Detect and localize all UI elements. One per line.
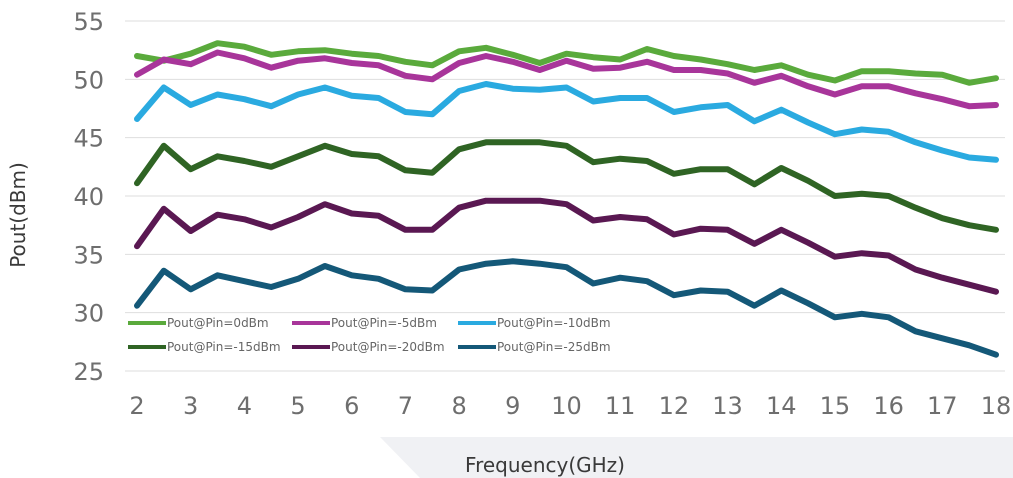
x-tick-label: 12	[659, 392, 690, 420]
x-tick-label: 18	[981, 392, 1012, 420]
x-tick-label: 4	[237, 392, 252, 420]
y-tick-label: 30	[73, 300, 104, 328]
x-tick-label: 16	[873, 392, 904, 420]
series-line	[134, 197, 999, 295]
y-tick-labels: 25 30 35 40 45 50 55	[73, 8, 104, 386]
x-tick-label: 15	[820, 392, 851, 420]
y-tick-label: 55	[73, 8, 104, 36]
x-tick-label: 17	[927, 392, 958, 420]
x-tick-label: 8	[451, 392, 466, 420]
x-tick-label: 7	[398, 392, 413, 420]
series-line	[134, 139, 999, 233]
legend-label: Pout@Pin=-10dBm	[497, 316, 611, 330]
y-tick-label: 40	[73, 183, 104, 211]
x-tick-label: 2	[129, 392, 144, 420]
y-tick-label: 25	[73, 358, 104, 386]
x-axis-title: Frequency(GHz)	[465, 453, 625, 477]
x-tick-label: 5	[290, 392, 305, 420]
y-tick-label: 50	[73, 66, 104, 94]
series-lines	[134, 40, 999, 358]
legend-label: Pout@Pin=0dBm	[167, 316, 269, 330]
y-tick-label: 35	[73, 241, 104, 269]
y-tick-label: 45	[73, 125, 104, 153]
legend: Pout@Pin=0dBm Pout@Pin=-5dBm Pout@Pin=-10d…	[128, 316, 611, 354]
y-axis-title: Pout(dBm)	[6, 162, 30, 268]
x-tick-label: 10	[551, 392, 582, 420]
x-axis-title-band	[380, 437, 1013, 478]
x-tick-label: 6	[344, 392, 359, 420]
legend-label: Pout@Pin=-5dBm	[331, 316, 437, 330]
legend-label: Pout@Pin=-15dBm	[167, 340, 281, 354]
legend-label: Pout@Pin=-20dBm	[331, 340, 445, 354]
legend-label: Pout@Pin=-25dBm	[497, 340, 611, 354]
x-tick-label: 9	[505, 392, 520, 420]
x-tick-label: 13	[712, 392, 743, 420]
x-tick-label: 3	[183, 392, 198, 420]
x-tick-label: 11	[605, 392, 636, 420]
x-tick-labels: 2 3 4 5 6 7 8 9 10 11 12 13 14 15 16 17 18	[129, 392, 1011, 420]
x-tick-label: 14	[766, 392, 797, 420]
